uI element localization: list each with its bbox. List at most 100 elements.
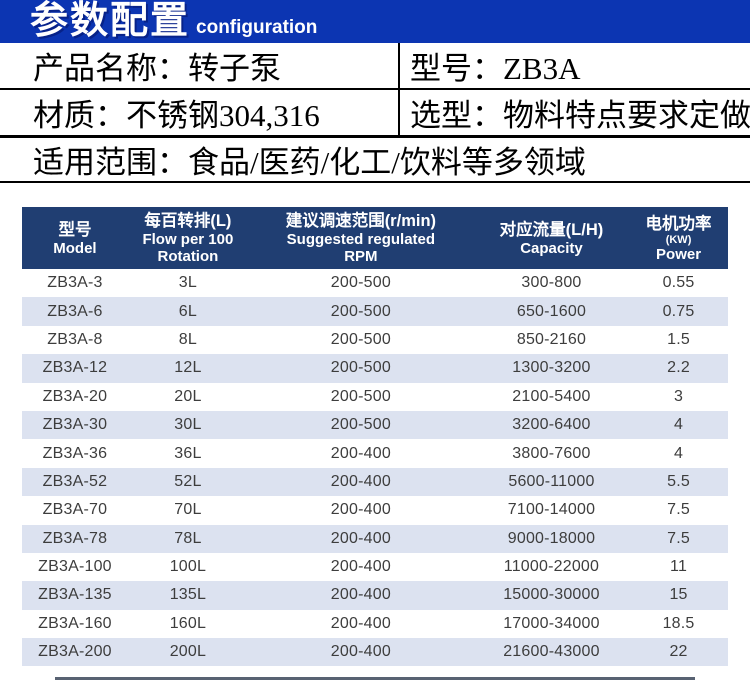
product-model: 型号：ZB3A bbox=[410, 51, 581, 86]
header-model-en: Model bbox=[53, 239, 97, 257]
cell-flow: 20L bbox=[174, 387, 202, 405]
cell-rpm: 200-500 bbox=[330, 302, 391, 320]
cell-flow: 30L bbox=[174, 416, 202, 434]
cell-power: 3 bbox=[673, 387, 684, 405]
cell-rpm: 200-500 bbox=[330, 416, 391, 434]
cell-model: ZB3A-8 bbox=[47, 330, 103, 348]
table-row: ZB3A-36 36L 200-400 3800-7600 4 bbox=[22, 439, 728, 467]
header-power-en: Power bbox=[656, 245, 702, 263]
cell-capacity: 300-800 bbox=[521, 274, 582, 292]
header-power-kw: (KW) bbox=[665, 233, 692, 246]
cell-capacity: 17000-34000 bbox=[503, 614, 600, 632]
banner-subtitle: configuration bbox=[196, 17, 318, 38]
cell-flow: 135L bbox=[169, 586, 207, 604]
cell-model: ZB3A-135 bbox=[38, 586, 112, 604]
cell-rpm: 200-500 bbox=[330, 359, 391, 377]
banner-title: 参数配置 bbox=[30, 0, 191, 42]
table-row: ZB3A-100 100L 200-400 11000-22000 11 bbox=[22, 553, 728, 581]
cell-power: 15 bbox=[669, 586, 688, 604]
cell-rpm: 200-400 bbox=[330, 501, 391, 519]
selection: 选型：物料特点要求定做 bbox=[410, 98, 750, 133]
header-rpm-zh: 建议调速范围(r/min) bbox=[285, 212, 437, 230]
table-row: ZB3A-3 3L 200-500 300-800 0.55 bbox=[22, 269, 728, 297]
cell-capacity: 15000-30000 bbox=[503, 586, 600, 604]
cell-flow: 36L bbox=[174, 444, 202, 462]
next-section-edge bbox=[55, 677, 695, 680]
cell-capacity: 650-1600 bbox=[516, 302, 587, 320]
cell-model: ZB3A-36 bbox=[42, 444, 108, 462]
cell-capacity: 2100-5400 bbox=[512, 387, 591, 405]
table-row: ZB3A-70 70L 200-400 7100-14000 7.5 bbox=[22, 496, 728, 524]
info-row-1: 产品名称：转子泵 型号：ZB3A bbox=[0, 43, 750, 90]
header-flow-en2: Rotation bbox=[157, 248, 219, 265]
table-row: ZB3A-135 135L 200-400 15000-30000 15 bbox=[22, 581, 728, 610]
cell-capacity: 7100-14000 bbox=[507, 501, 596, 519]
column-header-rpm: 建议调速范围(r/min) Suggested regulated RPM bbox=[248, 207, 474, 269]
cell-power: 5.5 bbox=[667, 472, 690, 490]
cell-capacity: 3800-7600 bbox=[512, 444, 591, 462]
cell-power: 22 bbox=[669, 643, 688, 661]
cell-rpm: 200-400 bbox=[330, 444, 391, 462]
column-header-model: 型号 Model bbox=[22, 207, 128, 269]
cell-power: 7.5 bbox=[667, 529, 690, 547]
table-row: ZB3A-6 6L 200-500 650-1600 0.75 bbox=[22, 297, 728, 326]
cell-model: ZB3A-20 bbox=[42, 387, 108, 405]
cell-capacity: 850-2160 bbox=[516, 330, 587, 348]
table-row: ZB3A-30 30L 200-500 3200-6400 4 bbox=[22, 410, 728, 440]
cell-flow: 52L bbox=[174, 472, 202, 490]
column-header-flow: 每百转排(L) Flow per 100 Rotation bbox=[128, 207, 248, 269]
cell-rpm: 200-500 bbox=[330, 274, 391, 292]
cell-model: ZB3A-6 bbox=[47, 302, 103, 320]
cell-flow: 12L bbox=[174, 359, 202, 377]
table-header: 型号 Model 每百转排(L) Flow per 100 Rotation 建… bbox=[22, 207, 728, 269]
cell-power: 1.5 bbox=[667, 330, 690, 348]
cell-flow: 200L bbox=[169, 643, 207, 661]
cell-power: 7.5 bbox=[667, 501, 690, 519]
header-capacity-zh: 对应流量(L/H) bbox=[499, 220, 604, 239]
cell-power: 0.55 bbox=[662, 274, 695, 292]
cell-power: 0.75 bbox=[662, 302, 695, 320]
cell-flow: 160L bbox=[169, 614, 207, 632]
cell-flow: 8L bbox=[178, 330, 197, 348]
spec-table: 型号 Model 每百转排(L) Flow per 100 Rotation 建… bbox=[22, 207, 728, 667]
table-row: ZB3A-20 20L 200-500 2100-5400 3 bbox=[22, 383, 728, 411]
cell-capacity: 3200-6400 bbox=[512, 416, 591, 434]
cell-model: ZB3A-200 bbox=[38, 643, 112, 661]
cell-flow: 78L bbox=[174, 529, 202, 547]
cell-capacity: 5600-11000 bbox=[508, 472, 595, 490]
section-banner: 参数配置 configuration bbox=[0, 0, 750, 43]
column-header-capacity: 对应流量(L/H) Capacity bbox=[474, 207, 629, 269]
header-rpm-en2: RPM bbox=[344, 248, 378, 265]
material: 材质：不锈钢304,316 bbox=[0, 90, 400, 135]
cell-flow: 3L bbox=[178, 274, 197, 292]
header-model-zh: 型号 bbox=[58, 220, 92, 239]
cell-model: ZB3A-78 bbox=[42, 529, 108, 547]
table-body: ZB3A-3 3L 200-500 300-800 0.55 ZB3A-6 6L 200-50… bbox=[22, 269, 728, 667]
cell-power: 11 bbox=[670, 558, 688, 576]
cell-rpm: 200-500 bbox=[330, 330, 391, 348]
info-row-2: 材质：不锈钢304,316 选型：物料特点要求定做 bbox=[0, 90, 750, 138]
header-flow-zh: 每百转排(L) bbox=[144, 212, 232, 230]
table-row: ZB3A-52 52L 200-400 5600-11000 5.5 bbox=[22, 467, 728, 497]
cell-rpm: 200-400 bbox=[330, 614, 391, 632]
cell-model: ZB3A-70 bbox=[42, 501, 108, 519]
header-power-zh: 电机功率 bbox=[645, 214, 712, 233]
cell-model: ZB3A-30 bbox=[42, 416, 108, 434]
cell-rpm: 200-400 bbox=[330, 643, 391, 661]
cell-flow: 100L bbox=[169, 558, 207, 576]
header-capacity-en: Capacity bbox=[520, 239, 583, 257]
cell-capacity: 1300-3200 bbox=[512, 359, 591, 377]
header-flow-en: Flow per 100 bbox=[142, 231, 234, 248]
product-name: 产品名称：转子泵 bbox=[0, 43, 400, 88]
cell-power: 2.2 bbox=[667, 359, 690, 377]
table-row: ZB3A-200 200L 200-400 21600-43000 22 bbox=[22, 638, 728, 667]
table-row: ZB3A-12 12L 200-500 1300-3200 2.2 bbox=[22, 354, 728, 383]
table-row: ZB3A-78 78L 200-400 9000-18000 7.5 bbox=[22, 524, 728, 553]
cell-capacity: 11000-22000 bbox=[503, 558, 600, 576]
product-info: 产品名称：转子泵 型号：ZB3A 材质：不锈钢304,316 选型：物料特点要求… bbox=[0, 43, 750, 183]
cell-model: ZB3A-100 bbox=[38, 558, 112, 576]
cell-model: ZB3A-12 bbox=[42, 359, 108, 377]
cell-model: ZB3A-160 bbox=[38, 614, 112, 632]
cell-capacity: 21600-43000 bbox=[503, 643, 600, 661]
cell-model: ZB3A-3 bbox=[47, 274, 103, 292]
